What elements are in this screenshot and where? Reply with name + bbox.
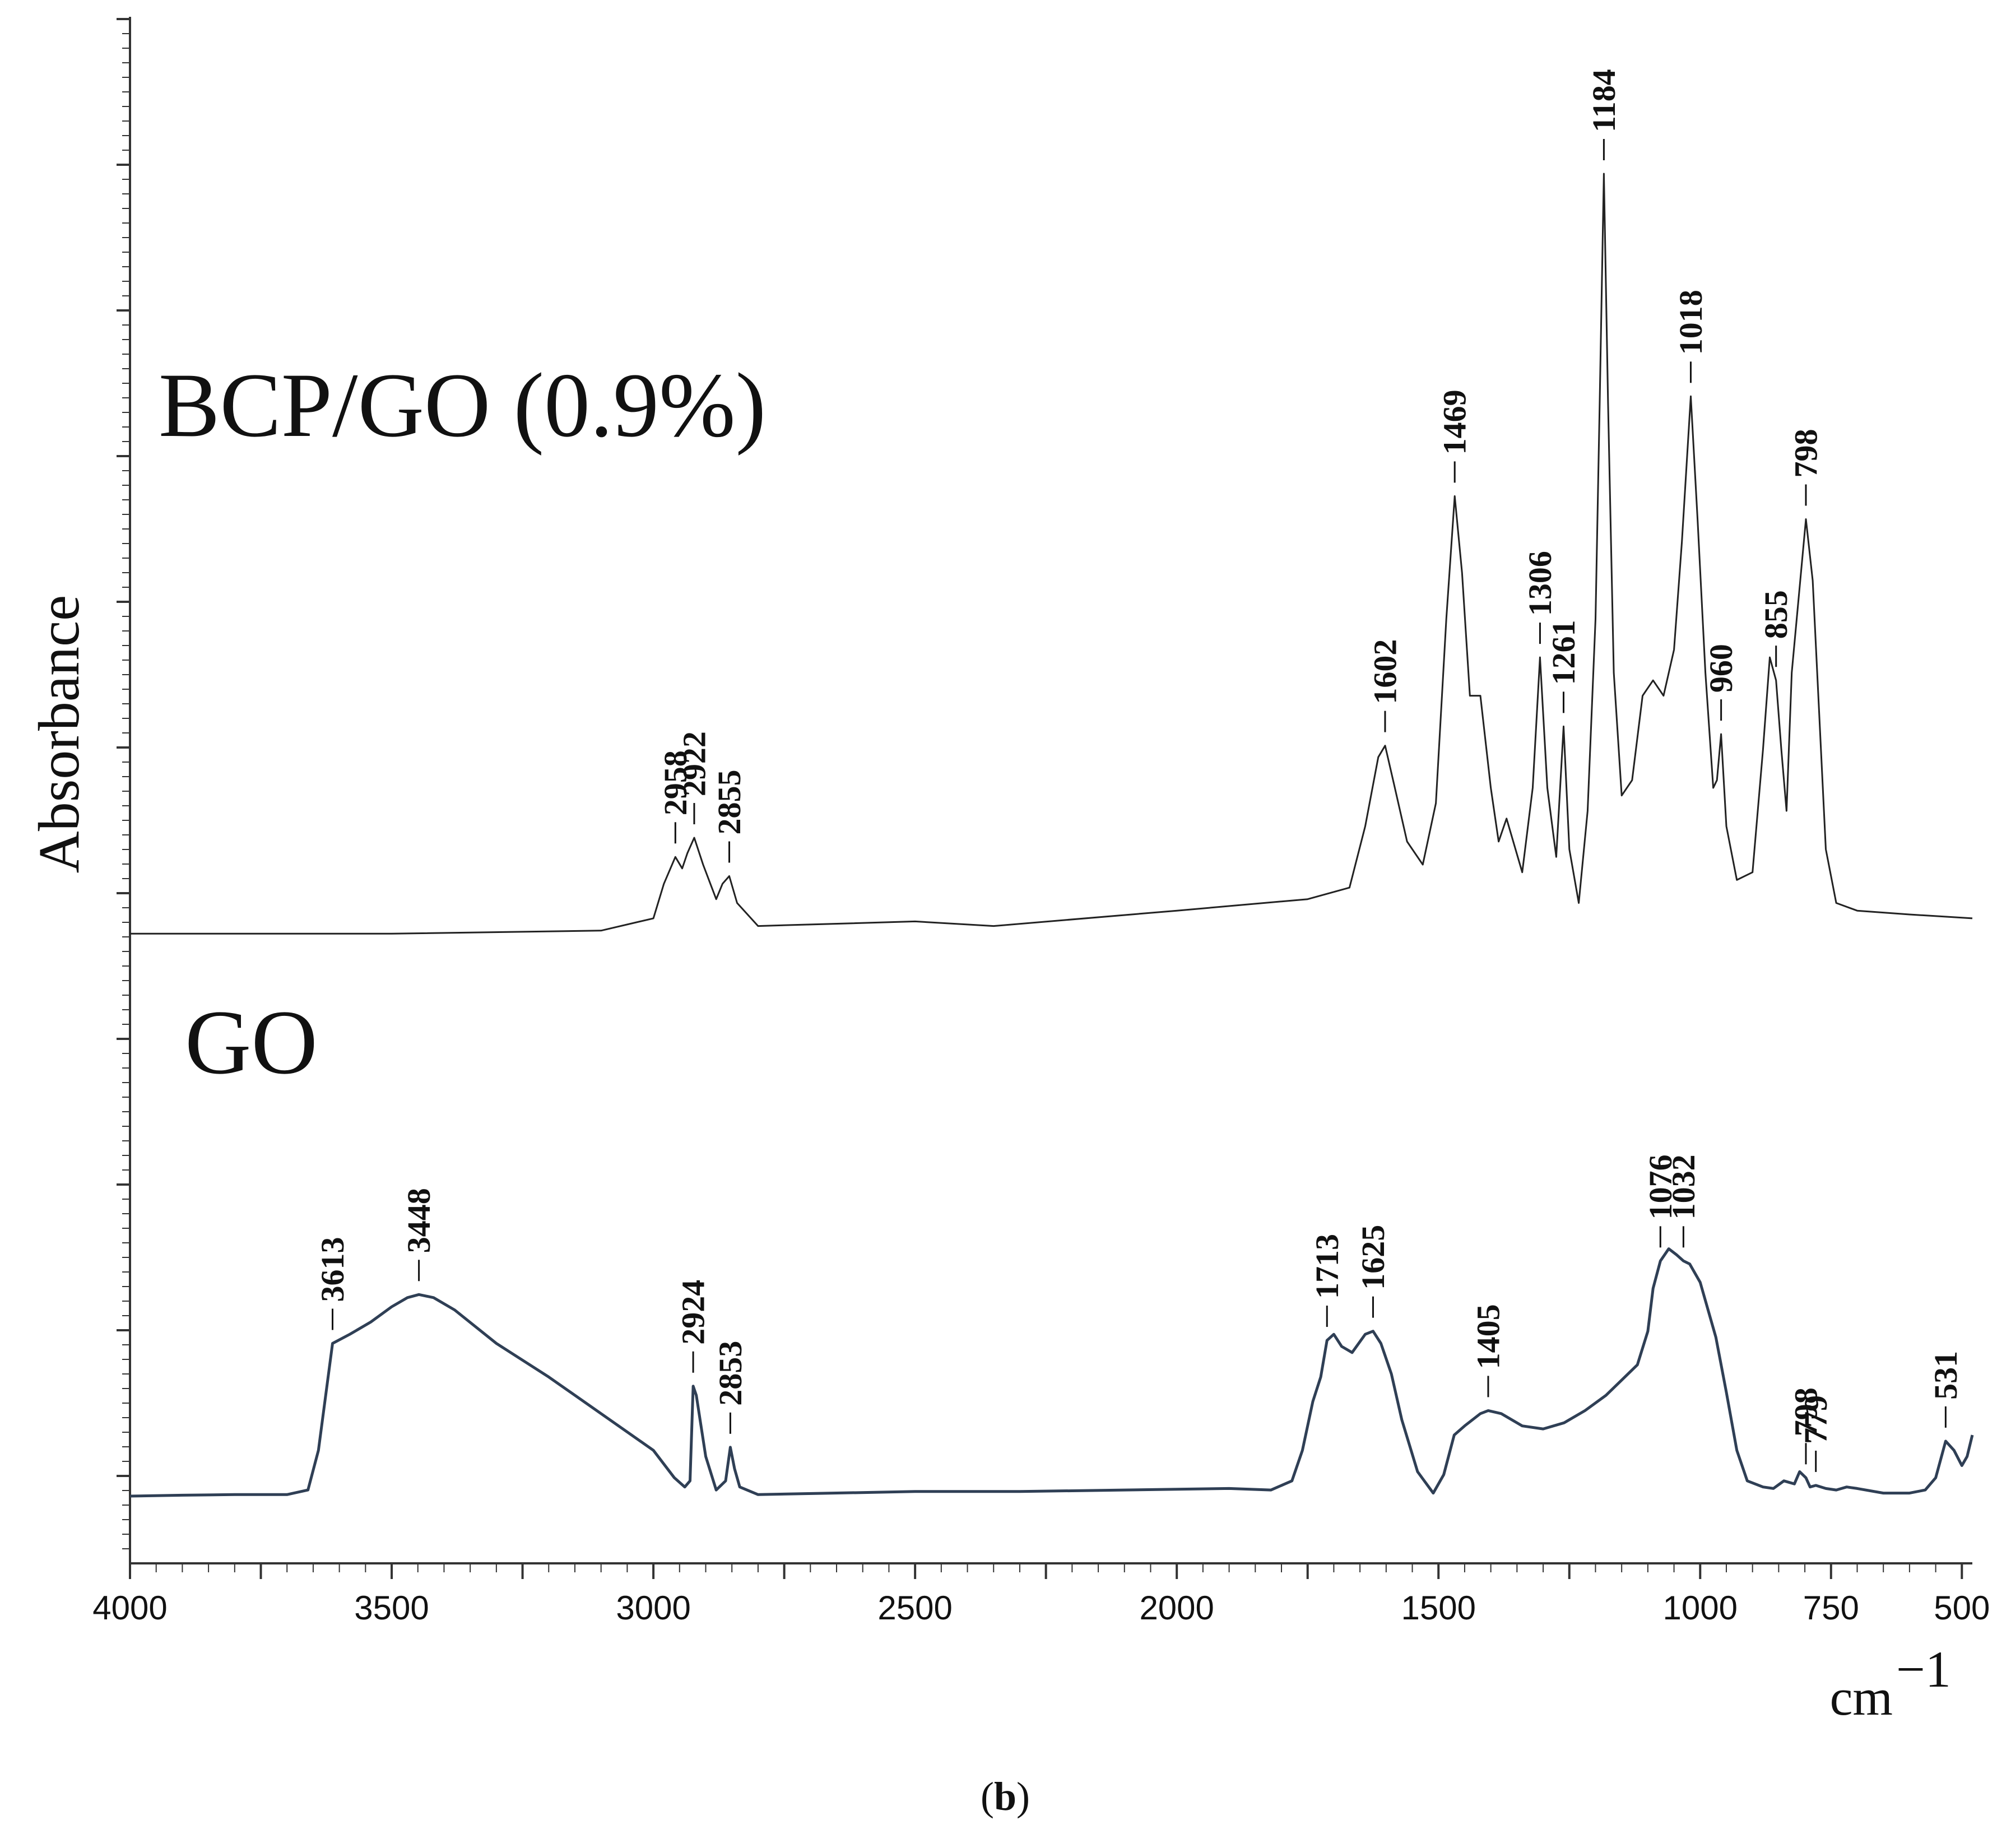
y-axis	[117, 17, 131, 1563]
peak-label: 2922	[676, 731, 712, 796]
peak-label: 1625	[1355, 1225, 1391, 1290]
peak-label: 1261	[1545, 620, 1582, 685]
x-tick-label: 2500	[877, 1589, 952, 1627]
peak-label: 779	[1798, 1395, 1834, 1444]
peak-label: 1469	[1437, 389, 1473, 454]
peak-label: 3613	[314, 1237, 351, 1302]
caption-letter: b	[994, 1774, 1016, 1819]
peak-label: 798	[1787, 429, 1824, 478]
x-tick-label: 3000	[616, 1589, 690, 1627]
peak-label: 2855	[711, 770, 747, 835]
peak-label: 2853	[712, 1341, 749, 1406]
series-name-bcp-go: BCP/GO (0.9%)	[159, 355, 766, 456]
caption-open-paren: (	[981, 1774, 994, 1819]
peak-label: 1018	[1673, 290, 1709, 355]
x-axis: 4000 3500 3000 2500 2000 1500 1000 750 500	[92, 1562, 1990, 1627]
peak-label: 1405	[1470, 1304, 1506, 1369]
peak-label: 531	[1928, 1351, 1964, 1400]
x-axis-ticks	[129, 1563, 1963, 1579]
peak-label: 1713	[1309, 1234, 1345, 1299]
x-axis-tick-labels: 4000 3500 3000 2500 2000 1500 1000 750 500	[92, 1589, 1990, 1627]
series-line-go	[129, 1247, 1974, 1498]
peak-label: 2924	[675, 1280, 712, 1345]
x-axis-unit-exponent: −1	[1896, 1641, 1951, 1698]
peak-label: 3448	[401, 1188, 437, 1253]
peak-label: 2958	[657, 750, 694, 815]
series-line-bcp-go	[130, 173, 1973, 935]
figure-caption: (b)	[981, 1774, 1030, 1819]
x-tick-label: 2000	[1139, 1589, 1214, 1627]
y-axis-title: Absorbance	[27, 595, 91, 874]
peak-label: 1602	[1367, 639, 1403, 704]
x-tick-label: 1500	[1401, 1589, 1475, 1627]
x-tick-label: 3500	[354, 1589, 429, 1627]
peak-label: 855	[1758, 590, 1794, 639]
peak-label: 798	[1787, 1387, 1824, 1436]
x-axis-title: cm	[1830, 1669, 1893, 1726]
x-tick-label: 500	[1934, 1589, 1990, 1627]
peak-label: 1076	[1642, 1154, 1679, 1219]
x-tick-label: 750	[1803, 1589, 1859, 1627]
caption-close-paren: )	[1016, 1774, 1030, 1819]
x-tick-label: 4000	[92, 1589, 167, 1627]
series-name-go: GO	[185, 992, 318, 1093]
peak-label: 960	[1703, 644, 1739, 693]
series-layer	[129, 173, 1974, 1498]
y-axis-ticks	[117, 18, 130, 1549]
peak-label: 1306	[1522, 551, 1558, 616]
x-tick-label: 1000	[1663, 1589, 1738, 1627]
peak-label: 1184	[1586, 69, 1622, 132]
peak-label: 1032	[1665, 1154, 1702, 1219]
